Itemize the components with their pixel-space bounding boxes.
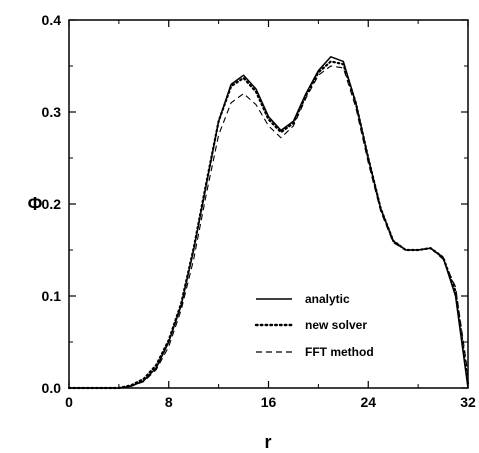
series-line-fft-method (69, 65, 469, 389)
x-axis-label: r (264, 432, 271, 452)
y-tick-label: 0.1 (42, 288, 62, 304)
y-tick-label: 0.4 (42, 12, 62, 28)
legend-label-new-solver: new solver (305, 318, 367, 332)
legend: analytic new solver FFT method (254, 292, 374, 359)
series-line-analytic (69, 56, 469, 389)
x-tick-label: 32 (460, 394, 476, 410)
x-tick-label: 16 (261, 394, 277, 410)
x-tick-label: 8 (165, 394, 173, 410)
y-tick-label: 0.3 (42, 104, 62, 120)
ticks: 0 8 16 24 32 0.0 0.1 0.2 0.3 0.4 (42, 12, 476, 410)
series-lines (67, 56, 470, 390)
legend-label-fft: FFT method (305, 345, 374, 359)
legend-label-analytic: analytic (305, 292, 350, 306)
y-tick-label: 0.2 (42, 196, 62, 212)
y-axis-label: Φ (28, 194, 43, 214)
x-tick-label: 0 (65, 394, 73, 410)
plot-frame (68, 19, 469, 389)
x-tick-label: 24 (360, 394, 376, 410)
y-tick-label: 0.0 (42, 380, 62, 396)
series-line-new-solver (67, 60, 470, 390)
